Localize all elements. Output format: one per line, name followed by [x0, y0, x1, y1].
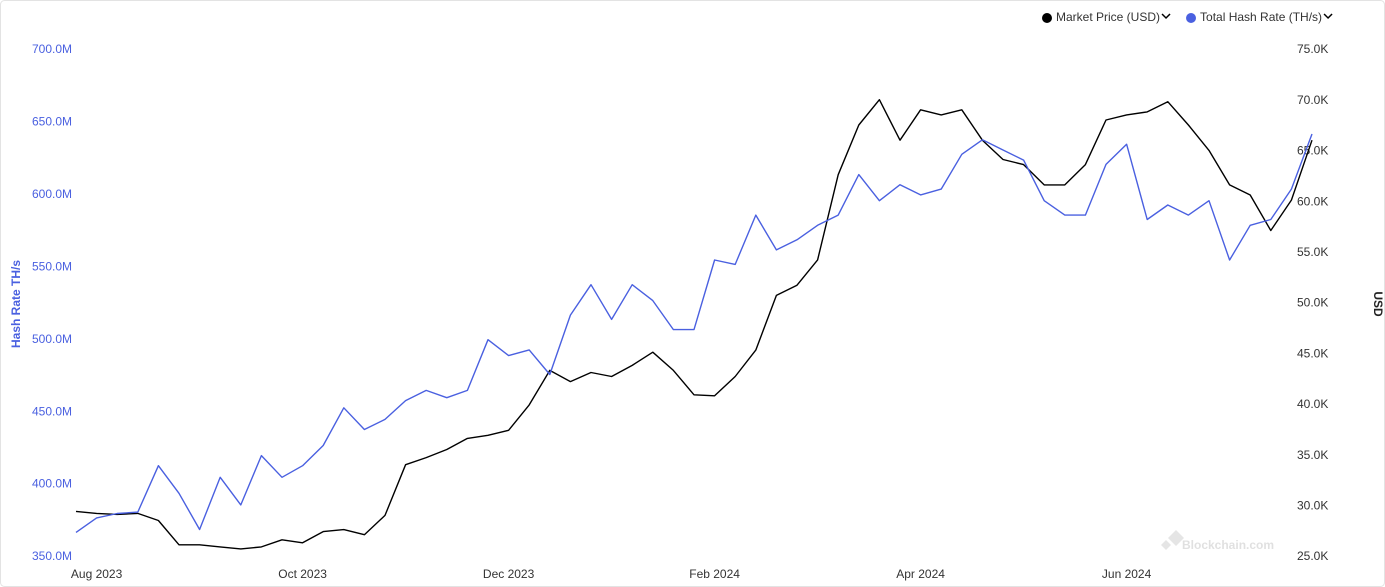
- y2-tick-label: 65.0K: [1297, 144, 1328, 158]
- legend: Market Price (USD) Total Hash Rate (TH/s): [1042, 10, 1333, 24]
- legend-item[interactable]: Market Price (USD): [1042, 10, 1171, 24]
- series-line: [75, 99, 1313, 550]
- y2-tick-label: 70.0K: [1297, 93, 1328, 107]
- y2-tick-label: 50.0K: [1297, 296, 1328, 310]
- legend-swatch: [1186, 13, 1197, 23]
- y2-tick-label: 45.0K: [1297, 346, 1328, 360]
- y2-tick-label: 75.0K: [1297, 42, 1328, 56]
- y2-tick-label: 60.0K: [1297, 194, 1328, 208]
- x-tick-label: Feb 2024: [689, 567, 740, 581]
- y-axis-title: Hash Rate TH/s: [9, 260, 23, 348]
- y-tick-label: 650.0M: [32, 115, 72, 129]
- series-line: [75, 133, 1313, 533]
- y2-tick-label: 55.0K: [1297, 245, 1328, 259]
- x-tick-label: Apr 2024: [896, 567, 945, 581]
- y-tick-label: 700.0M: [32, 42, 72, 56]
- y2-axis-title: USD: [1371, 291, 1385, 317]
- y2-tick-label: 30.0K: [1297, 498, 1328, 512]
- legend-chevron: [1161, 13, 1171, 20]
- y-tick-label: 400.0M: [32, 477, 72, 491]
- y2-tick-label: 40.0K: [1297, 397, 1328, 411]
- y-tick-label: 350.0M: [32, 549, 72, 563]
- y-tick-label: 600.0M: [32, 187, 72, 201]
- legend-label: Market Price (USD): [1056, 10, 1160, 24]
- legend-swatch: [1042, 13, 1052, 23]
- watermark: Blockchain.com: [1161, 530, 1274, 552]
- y2-tick-label: 25.0K: [1297, 549, 1328, 563]
- y-tick-label: 450.0M: [32, 404, 72, 418]
- watermark-text: Blockchain.com: [1182, 538, 1274, 552]
- x-tick-label: Aug 2023: [71, 567, 123, 581]
- x-tick-label: Dec 2023: [483, 567, 535, 581]
- x-tick-label: Jun 2024: [1102, 567, 1152, 581]
- y2-tick-label: 35.0K: [1297, 448, 1328, 462]
- watermark-logo: [1161, 530, 1184, 550]
- y-tick-label: 500.0M: [32, 332, 72, 346]
- y-tick-label: 550.0M: [32, 259, 72, 273]
- legend-label: Total Hash Rate (TH/s): [1200, 10, 1322, 24]
- legend-chevron: [1323, 13, 1333, 20]
- legend-item[interactable]: Total Hash Rate (TH/s): [1186, 10, 1333, 24]
- x-tick-label: Oct 2023: [278, 567, 327, 581]
